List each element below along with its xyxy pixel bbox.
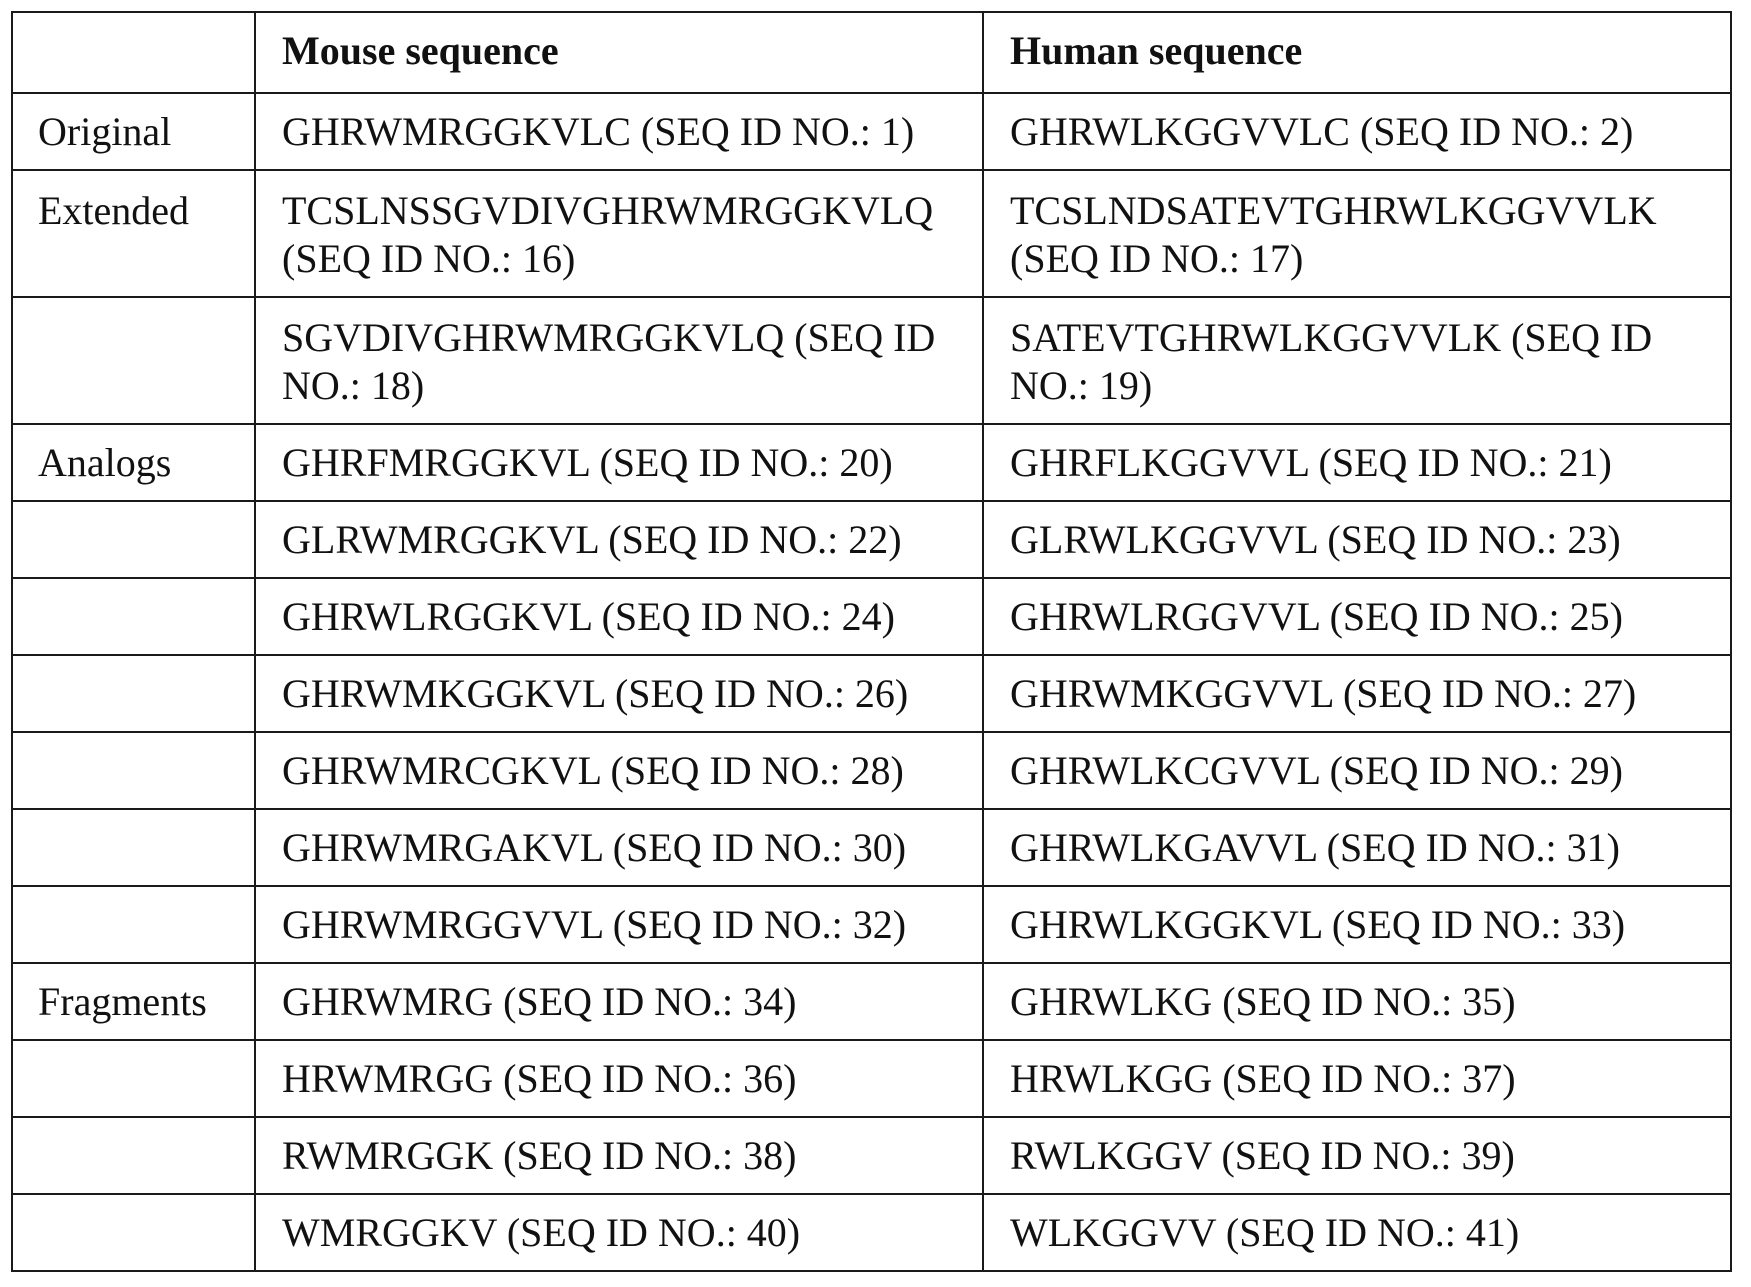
row-group-label [11, 296, 256, 425]
mouse-sequence-cell: GHRWMKGGKVL (SEQ ID NO.: 26) [254, 654, 984, 733]
table-row: GHRWMRGGVVL (SEQ ID NO.: 32) GHRWLKGGKVL… [11, 885, 1732, 964]
table-row: Fragments GHRWMRG (SEQ ID NO.: 34) GHRWL… [11, 962, 1732, 1041]
mouse-sequence-cell: GHRFMRGGKVL (SEQ ID NO.: 20) [254, 423, 984, 502]
human-sequence-cell: GLRWLKGGVVL (SEQ ID NO.: 23) [982, 500, 1732, 579]
row-group-label [11, 1039, 256, 1118]
human-sequence-cell: TCSLNDSATEVTGHRWLKGGVVLK (SEQ ID NO.: 17… [982, 169, 1732, 298]
table-row: WMRGGKV (SEQ ID NO.: 40) WLKGGVV (SEQ ID… [11, 1193, 1732, 1272]
table-row: SGVDIVGHRWMRGGKVLQ (SEQ ID NO.: 18) SATE… [11, 296, 1732, 425]
mouse-sequence-cell: GHRWMRG (SEQ ID NO.: 34) [254, 962, 984, 1041]
table-row: Extended TCSLNSSGVDIVGHRWMRGGKVLQ (SEQ I… [11, 169, 1732, 298]
mouse-sequence-cell: SGVDIVGHRWMRGGKVLQ (SEQ ID NO.: 18) [254, 296, 984, 425]
row-group-label: Extended [11, 169, 256, 298]
table-row: GHRWLRGGKVL (SEQ ID NO.: 24) GHRWLRGGVVL… [11, 577, 1732, 656]
mouse-sequence-cell: GHRWMRCGKVL (SEQ ID NO.: 28) [254, 731, 984, 810]
human-sequence-cell: GHRWLKGGVVLC (SEQ ID NO.: 2) [982, 92, 1732, 171]
human-sequence-cell: RWLKGGV (SEQ ID NO.: 39) [982, 1116, 1732, 1195]
mouse-sequence-cell: GHRWMRGGKVLC (SEQ ID NO.: 1) [254, 92, 984, 171]
human-sequence-cell: WLKGGVV (SEQ ID NO.: 41) [982, 1193, 1732, 1272]
row-group-label [11, 1116, 256, 1195]
header-group-cell [11, 11, 256, 94]
table-row: GHRWMKGGKVL (SEQ ID NO.: 26) GHRWMKGGVVL… [11, 654, 1732, 733]
mouse-sequence-cell: TCSLNSSGVDIVGHRWMRGGKVLQ (SEQ ID NO.: 16… [254, 169, 984, 298]
human-sequence-cell: GHRWLKGGKVL (SEQ ID NO.: 33) [982, 885, 1732, 964]
table-row: HRWMRGG (SEQ ID NO.: 36) HRWLKGG (SEQ ID… [11, 1039, 1732, 1118]
row-group-label: Fragments [11, 962, 256, 1041]
row-group-label [11, 1193, 256, 1272]
row-group-label [11, 500, 256, 579]
table-row: Original GHRWMRGGKVLC (SEQ ID NO.: 1) GH… [11, 92, 1732, 171]
mouse-sequence-cell: GHRWMRGGVVL (SEQ ID NO.: 32) [254, 885, 984, 964]
row-group-label [11, 731, 256, 810]
table-row: GLRWMRGGKVL (SEQ ID NO.: 22) GLRWLKGGVVL… [11, 500, 1732, 579]
table-header-row: Mouse sequence Human sequence [11, 11, 1732, 94]
header-mouse-sequence: Mouse sequence [254, 11, 984, 94]
mouse-sequence-cell: GHRWMRGAKVL (SEQ ID NO.: 30) [254, 808, 984, 887]
row-group-label [11, 808, 256, 887]
mouse-sequence-cell: RWMRGGK (SEQ ID NO.: 38) [254, 1116, 984, 1195]
mouse-sequence-cell: GLRWMRGGKVL (SEQ ID NO.: 22) [254, 500, 984, 579]
human-sequence-cell: GHRWLRGGVVL (SEQ ID NO.: 25) [982, 577, 1732, 656]
row-group-label [11, 654, 256, 733]
sequence-table: Mouse sequence Human sequence Original G… [11, 11, 1732, 1272]
human-sequence-cell: GHRWMKGGVVL (SEQ ID NO.: 27) [982, 654, 1732, 733]
mouse-sequence-cell: HRWMRGG (SEQ ID NO.: 36) [254, 1039, 984, 1118]
table-row: RWMRGGK (SEQ ID NO.: 38) RWLKGGV (SEQ ID… [11, 1116, 1732, 1195]
table-row: Analogs GHRFMRGGKVL (SEQ ID NO.: 20) GHR… [11, 423, 1732, 502]
human-sequence-cell: GHRFLKGGVVL (SEQ ID NO.: 21) [982, 423, 1732, 502]
row-group-label [11, 885, 256, 964]
human-sequence-cell: GHRWLKG (SEQ ID NO.: 35) [982, 962, 1732, 1041]
row-group-label: Analogs [11, 423, 256, 502]
human-sequence-cell: GHRWLKGAVVL (SEQ ID NO.: 31) [982, 808, 1732, 887]
human-sequence-cell: HRWLKGG (SEQ ID NO.: 37) [982, 1039, 1732, 1118]
mouse-sequence-cell: WMRGGKV (SEQ ID NO.: 40) [254, 1193, 984, 1272]
row-group-label [11, 577, 256, 656]
table-row: GHRWMRCGKVL (SEQ ID NO.: 28) GHRWLKCGVVL… [11, 731, 1732, 810]
human-sequence-cell: GHRWLKCGVVL (SEQ ID NO.: 29) [982, 731, 1732, 810]
table-row: GHRWMRGAKVL (SEQ ID NO.: 30) GHRWLKGAVVL… [11, 808, 1732, 887]
mouse-sequence-cell: GHRWLRGGKVL (SEQ ID NO.: 24) [254, 577, 984, 656]
header-human-sequence: Human sequence [982, 11, 1732, 94]
human-sequence-cell: SATEVTGHRWLKGGVVLK (SEQ ID NO.: 19) [982, 296, 1732, 425]
row-group-label: Original [11, 92, 256, 171]
